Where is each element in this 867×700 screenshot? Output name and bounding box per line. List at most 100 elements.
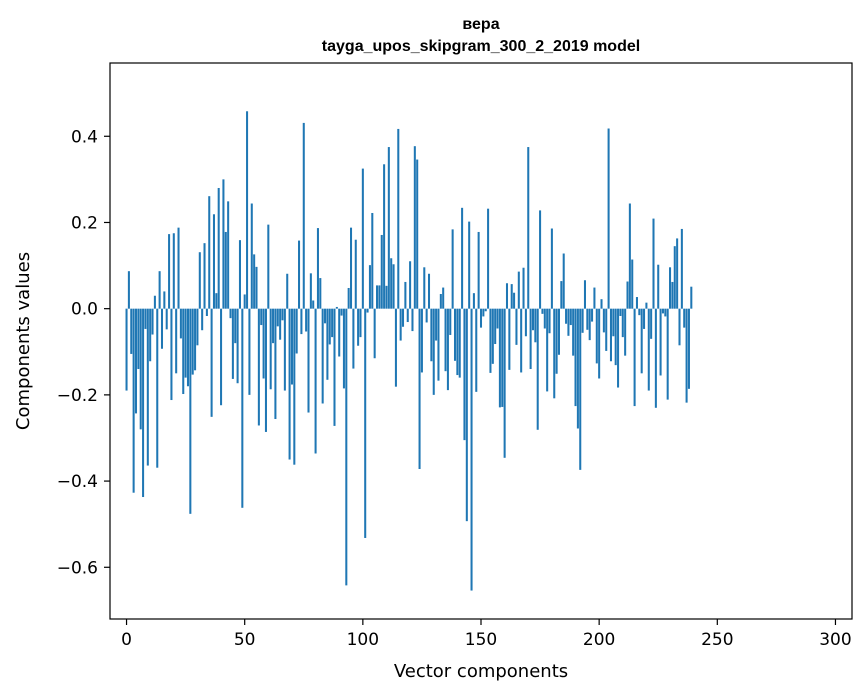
bar-126 [423, 267, 426, 309]
bar-200 [598, 308, 601, 379]
bar-92 [342, 308, 345, 389]
bar-94 [347, 287, 350, 309]
bar-215 [633, 308, 636, 407]
bar-158 [498, 308, 501, 408]
bar-161 [505, 283, 509, 309]
bar-182 [555, 308, 558, 374]
bar-34 [205, 308, 208, 316]
bar-206 [612, 308, 615, 337]
bar-152 [484, 308, 487, 312]
bar-88 [333, 308, 336, 426]
bar-22 [177, 227, 180, 309]
bar-95 [350, 227, 353, 309]
bar-87 [331, 308, 334, 338]
bar-181 [553, 308, 556, 399]
bar-64 [276, 308, 279, 327]
y-tick-label: −0.6 [57, 558, 98, 578]
chart-title: вера [462, 16, 499, 33]
bar-146 [470, 308, 473, 591]
bar-99 [359, 308, 362, 338]
bar-59 [264, 308, 267, 432]
bar-180 [550, 228, 553, 309]
bar-122 [413, 146, 416, 309]
y-tick-label: 0.0 [71, 300, 98, 320]
bar-167 [520, 308, 523, 373]
bar-108 [380, 234, 383, 309]
bar-165 [515, 308, 518, 345]
bar-195 [586, 308, 589, 330]
bar-149 [477, 231, 480, 309]
bar-162 [508, 308, 511, 370]
bar-238 [687, 308, 690, 389]
bar-100 [361, 168, 364, 309]
bar-129 [430, 308, 433, 362]
bar-160 [503, 308, 506, 458]
bar-33 [203, 243, 206, 309]
bar-186 [565, 308, 568, 324]
bar-77 [307, 308, 310, 413]
bar-66 [281, 308, 284, 321]
bar-0 [125, 308, 128, 391]
bar-31 [198, 252, 201, 309]
bar-138 [451, 229, 454, 309]
bar-23 [179, 308, 182, 339]
bar-60 [267, 224, 270, 309]
bar-142 [461, 207, 464, 309]
bar-56 [257, 308, 260, 426]
bar-133 [439, 294, 442, 309]
bar-104 [371, 212, 374, 309]
bar-81 [316, 228, 319, 309]
x-tick-label: 50 [234, 630, 256, 650]
bar-118 [404, 281, 407, 309]
bar-115 [397, 128, 400, 309]
bar-98 [357, 308, 360, 346]
bar-103 [368, 265, 371, 309]
bar-183 [557, 308, 560, 355]
bar-83 [321, 308, 324, 404]
bar-156 [494, 308, 497, 345]
bar-101 [364, 308, 367, 538]
bar-130 [432, 308, 435, 395]
bar-121 [411, 308, 414, 332]
bar-137 [449, 308, 452, 335]
bar-29 [194, 308, 197, 371]
bar-116 [399, 308, 402, 341]
bar-35 [208, 196, 211, 309]
bar-176 [541, 308, 544, 314]
bar-9 [146, 308, 149, 466]
bar-159 [501, 308, 504, 407]
bar-212 [626, 281, 629, 309]
bar-61 [269, 308, 272, 390]
bar-197 [591, 308, 594, 322]
bar-114 [394, 308, 397, 387]
bar-86 [328, 308, 331, 345]
bar-144 [465, 308, 468, 522]
bar-8 [144, 308, 147, 329]
bar-46 [234, 308, 237, 344]
bar-125 [420, 308, 423, 373]
bar-19 [170, 308, 173, 401]
bar-237 [685, 308, 688, 403]
bar-91 [340, 308, 343, 316]
bar-184 [560, 281, 563, 309]
y-axis-label: Components values [13, 252, 34, 430]
bar-231 [671, 281, 674, 309]
bar-123 [416, 159, 419, 309]
bar-3 [132, 308, 135, 493]
bar-27 [189, 308, 192, 514]
bar-194 [583, 280, 586, 309]
bar-21 [175, 308, 178, 374]
bar-147 [472, 293, 475, 309]
bar-208 [617, 308, 620, 388]
bar-170 [527, 147, 530, 309]
bar-117 [402, 308, 405, 327]
bar-177 [543, 308, 546, 329]
bar-74 [300, 308, 303, 335]
bar-209 [619, 308, 622, 316]
bar-24 [182, 308, 185, 395]
bar-214 [631, 259, 634, 309]
bars-group [125, 111, 693, 591]
bar-236 [683, 308, 686, 328]
bar-102 [366, 308, 369, 313]
x-tick-label: 200 [583, 630, 615, 650]
